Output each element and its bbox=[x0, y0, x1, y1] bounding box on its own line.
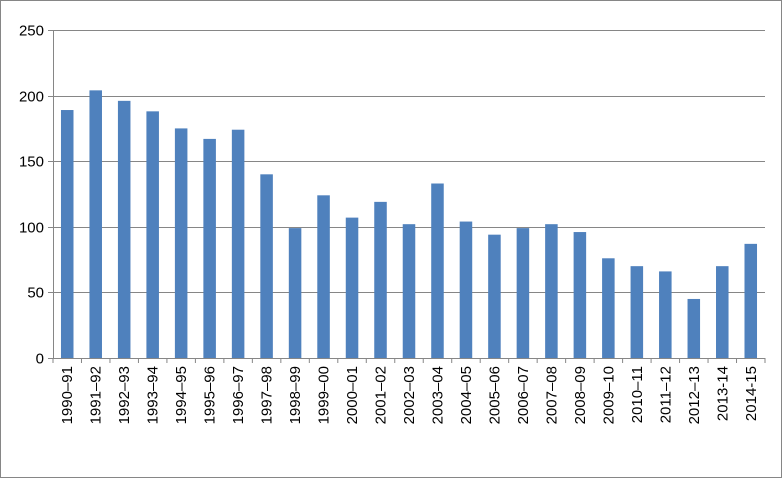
y-tick-label: 150 bbox=[19, 154, 44, 171]
x-tick-label: 2002–03 bbox=[401, 366, 418, 424]
x-tick-label: 2006–07 bbox=[515, 366, 532, 424]
x-tick-label: 2011–12 bbox=[657, 366, 674, 423]
bar-1994–95 bbox=[174, 128, 188, 358]
x-tick-label: 1997–98 bbox=[259, 366, 276, 424]
bar-1993–94 bbox=[146, 111, 159, 358]
y-tick-label: 100 bbox=[19, 220, 44, 237]
x-tick-label: 2005–06 bbox=[486, 366, 503, 424]
x-tick-label: 2004–05 bbox=[458, 366, 475, 424]
axes bbox=[53, 30, 765, 359]
x-tick-label: 1996–97 bbox=[230, 366, 247, 424]
bar-1990–91 bbox=[60, 110, 74, 358]
y-tick-label: 200 bbox=[19, 89, 44, 106]
x-tick-label: 2008–09 bbox=[572, 366, 589, 424]
bar-2000–01 bbox=[345, 217, 359, 358]
y-axis-tick-labels: 0 50 100 150 200 250 bbox=[19, 23, 53, 368]
y-tick-label: 250 bbox=[19, 23, 44, 40]
x-axis-tick-labels: 1990–91 1991–92 1992–93 1993–94 1994–95 1995–… bbox=[52, 358, 766, 424]
bar-1998–99 bbox=[288, 228, 302, 358]
bar-2011–12 bbox=[659, 271, 672, 358]
bar-1991–92 bbox=[89, 90, 102, 358]
x-tick-label: 2009–10 bbox=[600, 366, 617, 424]
x-tick-label: 1995–96 bbox=[202, 366, 219, 424]
bar-2014-15 bbox=[744, 243, 758, 358]
x-tick-label: 1990–91 bbox=[59, 366, 76, 424]
x-tick-label: 2013-14 bbox=[714, 366, 731, 421]
x-tick-label: 1998–99 bbox=[287, 366, 304, 424]
x-tick-label: 1999–00 bbox=[316, 366, 333, 424]
bar-2005–06 bbox=[488, 234, 501, 358]
x-tick-label: 2001–02 bbox=[373, 366, 390, 424]
bar-2003–04 bbox=[431, 183, 444, 358]
y-tick-label: 0 bbox=[36, 351, 44, 368]
bar-2001–02 bbox=[374, 201, 387, 358]
x-tick-label: 2010–11 bbox=[629, 366, 646, 423]
x-tick-label: 1994–95 bbox=[173, 366, 190, 424]
bar-2004–05 bbox=[459, 221, 473, 358]
bar-1996–97 bbox=[231, 129, 245, 358]
x-tick-label: 2012–13 bbox=[686, 366, 703, 424]
bar-2002–03 bbox=[402, 224, 416, 358]
gridlines bbox=[53, 30, 765, 293]
bar-1995–96 bbox=[203, 138, 216, 358]
x-tick-label: 2014-15 bbox=[743, 366, 760, 421]
x-tick-label: 2007–08 bbox=[543, 366, 560, 424]
bar-2013-14 bbox=[716, 266, 729, 358]
bars bbox=[60, 90, 758, 358]
x-tick-label: 1991–92 bbox=[88, 366, 105, 424]
bar-2007–08 bbox=[545, 224, 558, 358]
bar-1997–98 bbox=[260, 174, 273, 358]
bar-2008–09 bbox=[573, 232, 587, 358]
bar-1992–93 bbox=[117, 100, 131, 358]
x-tick-label: 1993–94 bbox=[145, 366, 162, 424]
bar-2009–10 bbox=[602, 258, 615, 358]
bar-2010–11 bbox=[630, 266, 644, 358]
x-tick-label: 1992–93 bbox=[116, 366, 133, 424]
x-tick-label: 2000–01 bbox=[344, 366, 361, 424]
x-tick-label: 2003–04 bbox=[429, 366, 446, 424]
bar-2006–07 bbox=[516, 228, 530, 358]
y-tick-label: 50 bbox=[27, 285, 44, 302]
bar-1999–00 bbox=[317, 195, 330, 358]
bar-2012–13 bbox=[687, 298, 701, 358]
